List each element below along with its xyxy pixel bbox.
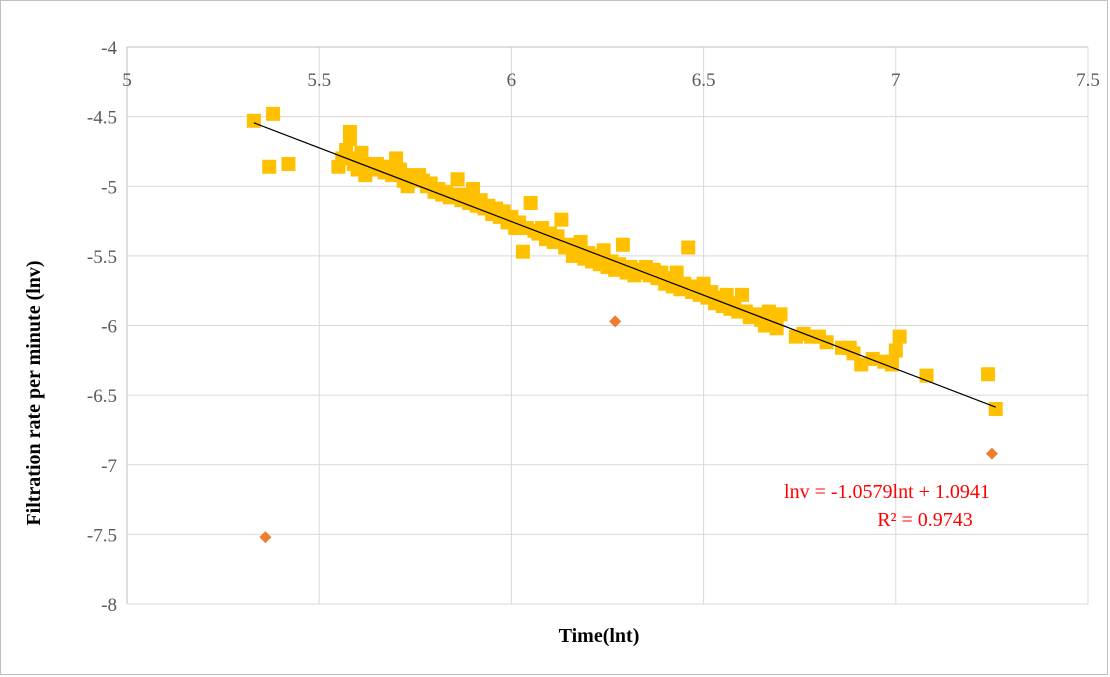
trendline-layer	[253, 122, 996, 408]
square-data-point	[573, 234, 588, 249]
y-tick-label: -5	[101, 177, 117, 198]
square-data-point	[450, 172, 465, 187]
square-data-point	[339, 143, 354, 158]
y-tick-label: -8	[101, 595, 117, 616]
y-tick-label: -6	[101, 317, 117, 338]
square-data-point	[615, 237, 630, 252]
square-data-point	[865, 351, 880, 366]
y-tick-label: -4	[101, 38, 117, 59]
square-data-point	[981, 367, 996, 382]
square-data-point	[854, 357, 869, 372]
x-tick-label: 6.5	[692, 70, 716, 91]
square-data-point	[342, 124, 357, 139]
y-axis-title: Filtration rate per minute (lnv)	[23, 260, 45, 525]
square-data-point	[515, 244, 530, 259]
square-data-point	[465, 182, 480, 197]
square-data-point	[550, 229, 565, 244]
square-data-point	[354, 145, 369, 160]
square-data-point	[681, 240, 696, 255]
trendline	[253, 122, 996, 408]
y-tick-label: -7.5	[87, 525, 117, 546]
y-tick-label: -7	[101, 456, 117, 477]
x-tick-label: 5.5	[307, 70, 331, 91]
y-tick-label: -4.5	[87, 108, 117, 129]
square-data-point	[888, 343, 903, 358]
x-tick-label: 7.5	[1076, 70, 1100, 91]
square-data-point	[988, 402, 1003, 417]
r-squared-label: R² = 0.9743	[877, 509, 973, 531]
square-data-point	[735, 287, 750, 302]
square-data-point	[761, 304, 776, 319]
y-tick-label: -5.5	[87, 247, 117, 268]
axes	[126, 46, 1088, 605]
x-tick-label: 6	[507, 70, 517, 91]
trendline-equation: lnv = -1.0579lnt + 1.0941	[784, 481, 990, 503]
square-data-point	[392, 162, 407, 177]
x-axis-title: Time(lnt)	[559, 625, 640, 647]
y-tick-labels: -4 -4.5 -5 -5.5 -6 -6.5 -7 -7.5 -8	[87, 38, 118, 616]
x-tick-label: 7	[891, 70, 901, 91]
square-data-point	[892, 329, 907, 344]
square-data-point	[554, 212, 569, 227]
square-data-point	[246, 113, 261, 128]
diamond-data-point	[985, 447, 998, 460]
square-data-point	[523, 195, 538, 210]
y-tick-label: -6.5	[87, 386, 117, 407]
square-data-point	[389, 151, 404, 166]
x-tick-label: 5	[122, 70, 132, 91]
diamond-data-point	[259, 531, 272, 544]
x-tick-labels: 5 5.5 6 6.5 7 7.5	[122, 70, 1100, 91]
square-data-point	[596, 243, 611, 258]
square-data-point	[884, 357, 899, 372]
diamond-data-point	[609, 315, 622, 328]
square-data-point	[773, 307, 788, 322]
square-data-point	[266, 106, 281, 121]
square-data-point	[846, 346, 861, 361]
square-data-point	[262, 159, 277, 174]
square-data-point	[669, 265, 684, 280]
square-data-point	[281, 156, 296, 171]
